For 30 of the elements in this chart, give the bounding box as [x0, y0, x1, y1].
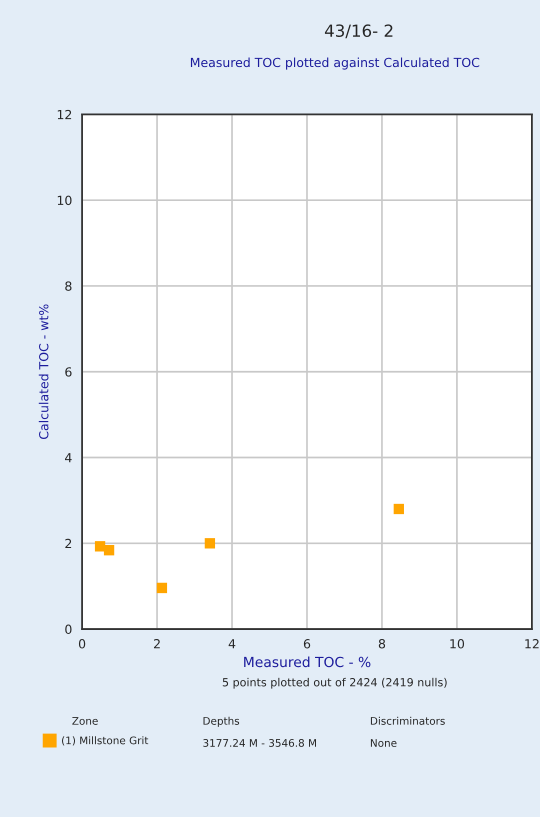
text: None: [370, 739, 397, 747]
point: [394, 504, 404, 514]
point: [204, 538, 216, 548]
y-axis-title: Calculated TOC - wt%: [38, 304, 48, 440]
y-tick-label: 2: [65, 538, 72, 548]
x-tick-label: 6: [304, 639, 310, 648]
point: [104, 545, 114, 556]
point: [156, 582, 168, 594]
y-tick-label: 0: [65, 624, 72, 634]
x-tick-label: 10: [450, 639, 464, 648]
x-tick-label: 0: [78, 639, 86, 648]
chart-title: 43/16- 2: [324, 24, 392, 38]
legend-label: (1) Millstone Grit: [62, 736, 148, 746]
y-tick-label: 6: [65, 367, 72, 377]
chart-subtitle: Measured TOC plotted against Calculated TOC: [190, 57, 480, 70]
point: [94, 541, 106, 552]
text: Discriminators: [370, 716, 445, 725]
x-tick-label: 2: [154, 639, 160, 648]
y-tick-label: 12: [58, 110, 72, 120]
y-tick-label: 10: [58, 196, 72, 206]
text: 5 points plotted out of 2424 (2419 nulls): [222, 678, 447, 689]
x-tick-label: 12: [525, 639, 539, 648]
text: Zone: [72, 717, 98, 725]
x-axis-title: Measured TOC - %: [244, 656, 370, 668]
text: Depths: [204, 716, 240, 727]
x-tick-label: 8: [378, 639, 386, 648]
y-tick-label: 8: [65, 281, 72, 291]
y-tick-label: 4: [65, 453, 72, 462]
text: 3177.24 M - 3546.8 M: [203, 739, 316, 747]
x-tick-label: 4: [228, 639, 236, 648]
